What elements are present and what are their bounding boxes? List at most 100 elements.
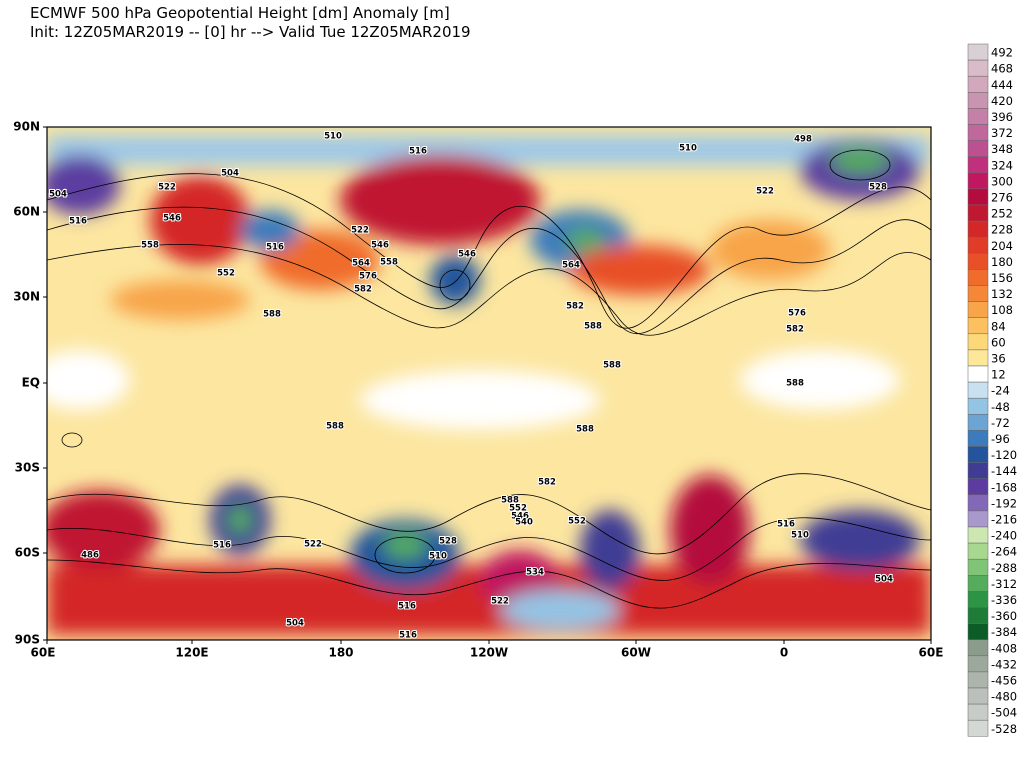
contour-label: 510 <box>429 552 447 562</box>
lon-label: 180 <box>328 646 353 660</box>
contour-label: 546 <box>458 250 476 260</box>
colorbar-label: 132 <box>991 287 1013 301</box>
contour-label: 582 <box>566 302 584 312</box>
colorbar-swatch <box>967 639 989 657</box>
colorbar-swatch <box>967 236 989 254</box>
contour-label: 516 <box>398 602 416 612</box>
contour-label: 504 <box>286 619 304 629</box>
colorbar-label: 396 <box>991 110 1013 124</box>
colorbar-label: -120 <box>991 448 1017 462</box>
colorbar-label: -288 <box>991 561 1017 575</box>
contour-label: 588 <box>576 425 594 435</box>
contour-label: 582 <box>354 285 372 295</box>
colorbar-label: -144 <box>991 464 1017 478</box>
contour-label: 522 <box>158 183 176 193</box>
colorbar-swatch <box>967 575 989 592</box>
lat-label: 90N <box>13 120 40 134</box>
colorbar-swatch <box>967 719 989 737</box>
colorbar-swatch <box>967 59 989 77</box>
colorbar-swatch <box>967 269 989 286</box>
contour-label: 588 <box>584 322 602 332</box>
contour-label: 522 <box>304 540 322 550</box>
lon-label: 120E <box>175 646 208 660</box>
lon-label: 120W <box>470 646 508 660</box>
colorbar-swatch <box>967 478 989 496</box>
colorbar-label: 156 <box>991 271 1013 285</box>
colorbar-swatch <box>967 285 989 302</box>
colorbar-label: 12 <box>991 368 1006 382</box>
anomaly-field <box>47 127 931 640</box>
colorbar-swatch <box>967 526 989 544</box>
subtitle: Init: 12Z05MAR2019 -- [0] hr --> Valid T… <box>30 23 471 41</box>
colorbar-label: 468 <box>991 62 1013 76</box>
colorbar-swatch <box>967 108 989 125</box>
lon-label: 60W <box>621 646 651 660</box>
contour-label: 582 <box>538 478 556 488</box>
contour-label: 582 <box>786 325 804 335</box>
colorbar-swatch <box>967 542 989 560</box>
colorbar-label: -168 <box>991 480 1017 494</box>
colorbar-swatch <box>967 414 989 431</box>
contour-label: 552 <box>568 517 586 527</box>
colorbar-label: 108 <box>991 303 1013 317</box>
contour-label: 516 <box>69 217 87 227</box>
contour-label: 504 <box>875 575 893 585</box>
lat-label: 60S <box>15 546 40 560</box>
contour-label: 516 <box>266 243 284 253</box>
colorbar-swatch <box>967 204 989 222</box>
contour-label: 588 <box>786 379 804 389</box>
colorbar-label: -408 <box>991 641 1017 655</box>
contour-label: 528 <box>869 183 887 193</box>
lon-label: 60E <box>31 646 56 660</box>
contour-label: 588 <box>263 310 281 320</box>
colorbar-label: -432 <box>991 657 1017 671</box>
contour-label: 510 <box>324 132 342 142</box>
colorbar-swatch <box>967 703 989 721</box>
colorbar-swatch <box>967 655 989 673</box>
contour-label: 510 <box>791 531 809 541</box>
contour-label: 540 <box>515 518 533 528</box>
lat-label: 30N <box>13 290 40 304</box>
colorbar-label: -72 <box>991 416 1010 430</box>
lat-label: 60N <box>13 205 40 219</box>
contour-label: 504 <box>221 169 239 179</box>
title: ECMWF 500 hPa Geopotential Height [dm] A… <box>30 4 450 22</box>
colorbar-label: -456 <box>991 673 1017 687</box>
colorbar-label: 276 <box>991 190 1013 204</box>
colorbar-swatch <box>967 462 989 479</box>
contour-label: 552 <box>509 504 527 514</box>
contour-label: 522 <box>491 597 509 607</box>
lat-label: 30S <box>15 461 40 475</box>
colorbar-label: 444 <box>991 78 1013 92</box>
colorbar-label: 300 <box>991 174 1013 188</box>
colorbar-label: 180 <box>991 255 1013 269</box>
contour-label: 516 <box>777 520 795 530</box>
colorbar-label: -312 <box>991 577 1017 591</box>
colorbar-swatch <box>967 365 989 383</box>
colorbar-swatch <box>967 188 989 206</box>
contour-label: 588 <box>326 422 344 432</box>
colorbar-label: -48 <box>991 400 1010 414</box>
colorbar-label: 324 <box>991 158 1013 172</box>
lon-label: 60E <box>919 646 944 660</box>
colorbar-label: 60 <box>991 335 1006 349</box>
colorbar-swatch <box>967 687 989 705</box>
colorbar-swatch <box>967 623 989 640</box>
contour-label: 576 <box>359 272 377 282</box>
contour-label: 564 <box>562 261 580 271</box>
colorbar-swatch <box>967 124 989 141</box>
colorbar-swatch <box>967 220 989 238</box>
contour-label: 528 <box>439 537 457 547</box>
contour-label: 558 <box>380 258 398 268</box>
contour-label: 546 <box>511 512 529 522</box>
colorbar-swatch <box>967 140 989 157</box>
colorbar-label: 228 <box>991 223 1013 237</box>
contour-label: 516 <box>213 541 231 551</box>
colorbar-swatch <box>967 494 989 512</box>
colorbar-swatch <box>967 333 989 351</box>
contour-label: 558 <box>141 241 159 251</box>
colorbar-swatch <box>967 317 989 335</box>
lat-label: 90S <box>15 633 40 647</box>
contour-label: 486 <box>81 551 99 561</box>
